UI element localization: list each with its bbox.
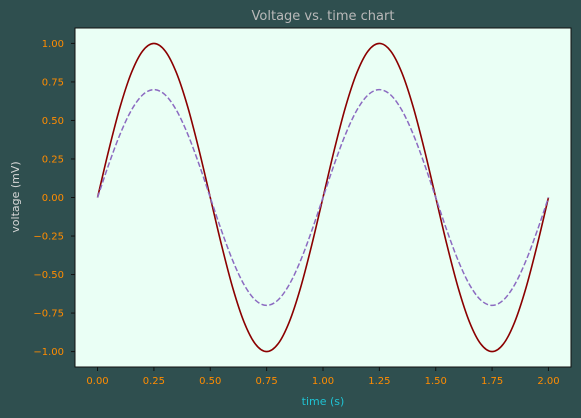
chart-title: Voltage vs. time chart bbox=[252, 9, 395, 24]
x-tick-label: 1.00 bbox=[312, 376, 334, 387]
y-tick-label: −1.00 bbox=[33, 347, 64, 358]
y-axis-label: voltage (mV) bbox=[9, 161, 22, 232]
y-tick-label: 0.75 bbox=[42, 77, 64, 88]
series-line-2-dashed bbox=[96, 88, 550, 307]
x-tick-label: 1.75 bbox=[481, 376, 503, 387]
plot-content bbox=[96, 42, 550, 353]
x-tick-label: 0.75 bbox=[256, 376, 278, 387]
x-tick-label: 0.00 bbox=[86, 376, 108, 387]
y-axis: 1.00 0.75 0.50 0.25 0.00 −0.25 −0.50 −0.75 −1.00 bbox=[33, 39, 75, 358]
y-tick-label: 0.00 bbox=[42, 193, 64, 204]
y-tick-label: 0.25 bbox=[42, 154, 64, 165]
x-tick-label: 1.50 bbox=[425, 376, 447, 387]
y-tick-label: −0.75 bbox=[33, 309, 64, 320]
y-tick-label: 0.50 bbox=[42, 116, 64, 127]
y-tick-label: −0.25 bbox=[33, 232, 64, 243]
x-tick-label: 1.25 bbox=[368, 376, 390, 387]
x-axis-label: time (s) bbox=[302, 395, 345, 408]
x-tick-label: 0.50 bbox=[199, 376, 221, 387]
x-axis: 0.00 0.25 0.50 0.75 1.00 1.25 1.50 1.75 2.00 bbox=[86, 367, 560, 387]
y-tick-label: −0.50 bbox=[33, 270, 64, 281]
y-tick-label: 1.00 bbox=[42, 39, 64, 50]
x-tick-label: 2.00 bbox=[537, 376, 559, 387]
x-tick-label: 0.25 bbox=[143, 376, 165, 387]
